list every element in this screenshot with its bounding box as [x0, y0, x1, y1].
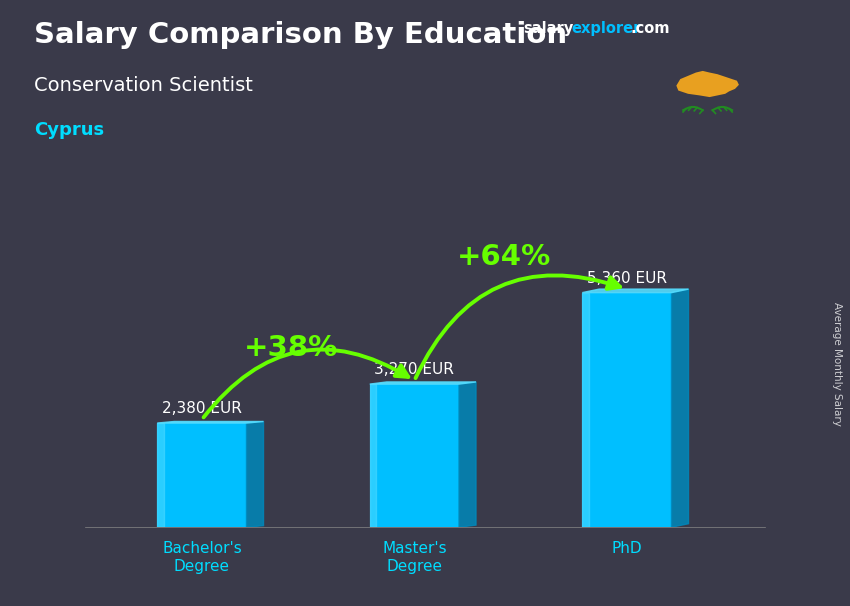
Polygon shape: [157, 423, 163, 527]
Polygon shape: [370, 384, 376, 527]
Text: explorer: explorer: [571, 21, 641, 36]
Text: .com: .com: [631, 21, 670, 36]
Text: +38%: +38%: [244, 334, 338, 362]
Text: Cyprus: Cyprus: [34, 121, 104, 139]
Polygon shape: [672, 289, 688, 527]
Polygon shape: [370, 382, 476, 384]
Polygon shape: [677, 71, 739, 97]
Polygon shape: [459, 382, 476, 527]
FancyBboxPatch shape: [157, 423, 246, 527]
FancyBboxPatch shape: [370, 384, 459, 527]
Polygon shape: [157, 422, 264, 423]
Text: +64%: +64%: [456, 242, 551, 270]
Text: 5,360 EUR: 5,360 EUR: [586, 271, 667, 285]
Text: 3,270 EUR: 3,270 EUR: [375, 362, 454, 377]
Polygon shape: [246, 422, 264, 527]
Text: salary: salary: [523, 21, 573, 36]
Text: Conservation Scientist: Conservation Scientist: [34, 76, 253, 95]
FancyBboxPatch shape: [582, 293, 672, 527]
Polygon shape: [582, 293, 588, 527]
Text: 2,380 EUR: 2,380 EUR: [162, 401, 241, 416]
Text: Average Monthly Salary: Average Monthly Salary: [832, 302, 842, 425]
Text: Salary Comparison By Education: Salary Comparison By Education: [34, 21, 567, 49]
Polygon shape: [582, 289, 688, 293]
